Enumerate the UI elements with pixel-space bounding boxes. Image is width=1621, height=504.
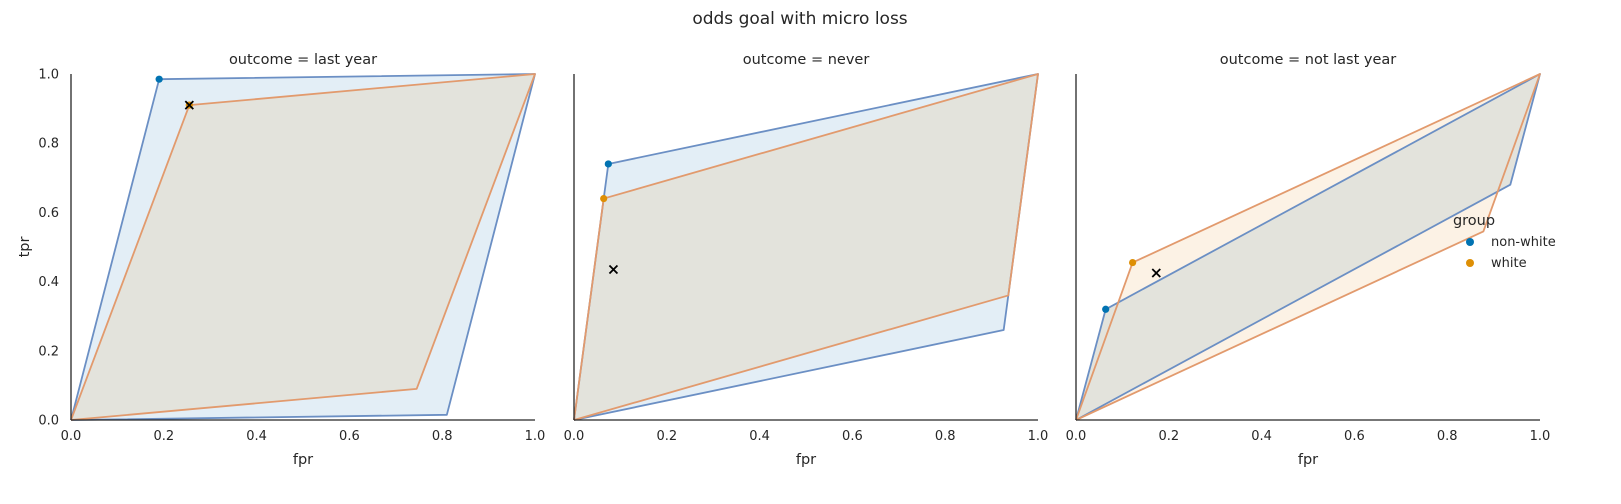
x-axis-label: fpr [1298,452,1318,468]
panel-2: outcome = never 0.0 0.2 0.4 0.6 0.8 1.0 fpr [564,52,1049,468]
series-line-white [573,73,1039,421]
y-tick-label: 1.0 [38,68,59,83]
fill-region-overlap [71,74,535,420]
legend-label-white: white [1491,256,1527,271]
point-white [1129,258,1137,267]
point-white [600,194,608,203]
chart-title: odds goal with micro loss [692,9,907,29]
x-tick-label: 0.2 [1158,429,1179,444]
y-tick-label: 0.8 [38,137,59,152]
x-tick-label: 0.8 [935,429,956,444]
panel-3: outcome = not last year 0.0 0.2 0.4 0.6 0.8 1.… [1066,52,1551,468]
x-axis-label: fpr [293,452,313,468]
y-axis-label: tpr [17,237,33,258]
cross-marker [608,264,619,275]
panel-title: outcome = never [743,52,870,68]
x-tick-label: 0.2 [656,429,677,444]
x-tick-label: 0.8 [1437,429,1458,444]
x-tick-label: 0.8 [432,429,453,444]
x-tick-label: 0.4 [1251,429,1272,444]
legend-marker-white [1466,259,1474,267]
x-tick-label: 1.0 [1530,429,1551,444]
y-tick-label: 0.0 [38,414,59,429]
x-tick-label: 0.6 [842,429,863,444]
point-non-white [155,75,163,83]
x-tick-label: 0.0 [1066,429,1087,444]
point-non-white [604,160,612,168]
x-tick-label: 0.4 [749,429,770,444]
cross-marker [1151,268,1161,278]
legend: group non-white white [1453,213,1556,271]
y-tick-label: 0.2 [38,344,59,359]
x-tick-label: 0.2 [153,429,174,444]
panel-title: outcome = not last year [1220,52,1397,68]
legend-label-non-white: non-white [1491,235,1556,250]
x-tick-label: 0.6 [339,429,360,444]
y-tick-label: 0.4 [38,275,59,290]
x-tick-label: 1.0 [525,429,546,444]
panel-1: outcome = last year 0.0 0.2 0.4 0.6 0.8 1.0 0.0… [17,52,545,468]
panel-title: outcome = last year [229,52,377,68]
legend-marker-non-white [1466,238,1474,246]
y-tick-label: 0.6 [38,206,59,221]
series-line-white [70,73,536,421]
fill-region-overlap [1076,74,1540,420]
x-tick-label: 0.0 [61,429,82,444]
x-tick-label: 1.0 [1028,429,1049,444]
cross-marker [184,100,194,110]
x-tick-label: 0.4 [246,429,267,444]
x-tick-label: 0.0 [564,429,585,444]
legend-title: group [1453,213,1495,229]
x-tick-label: 0.6 [1344,429,1365,444]
point-non-white [1102,305,1110,313]
fill-region-overlap [574,74,1038,420]
x-axis-label: fpr [796,452,816,468]
series-line-white [1075,73,1541,421]
